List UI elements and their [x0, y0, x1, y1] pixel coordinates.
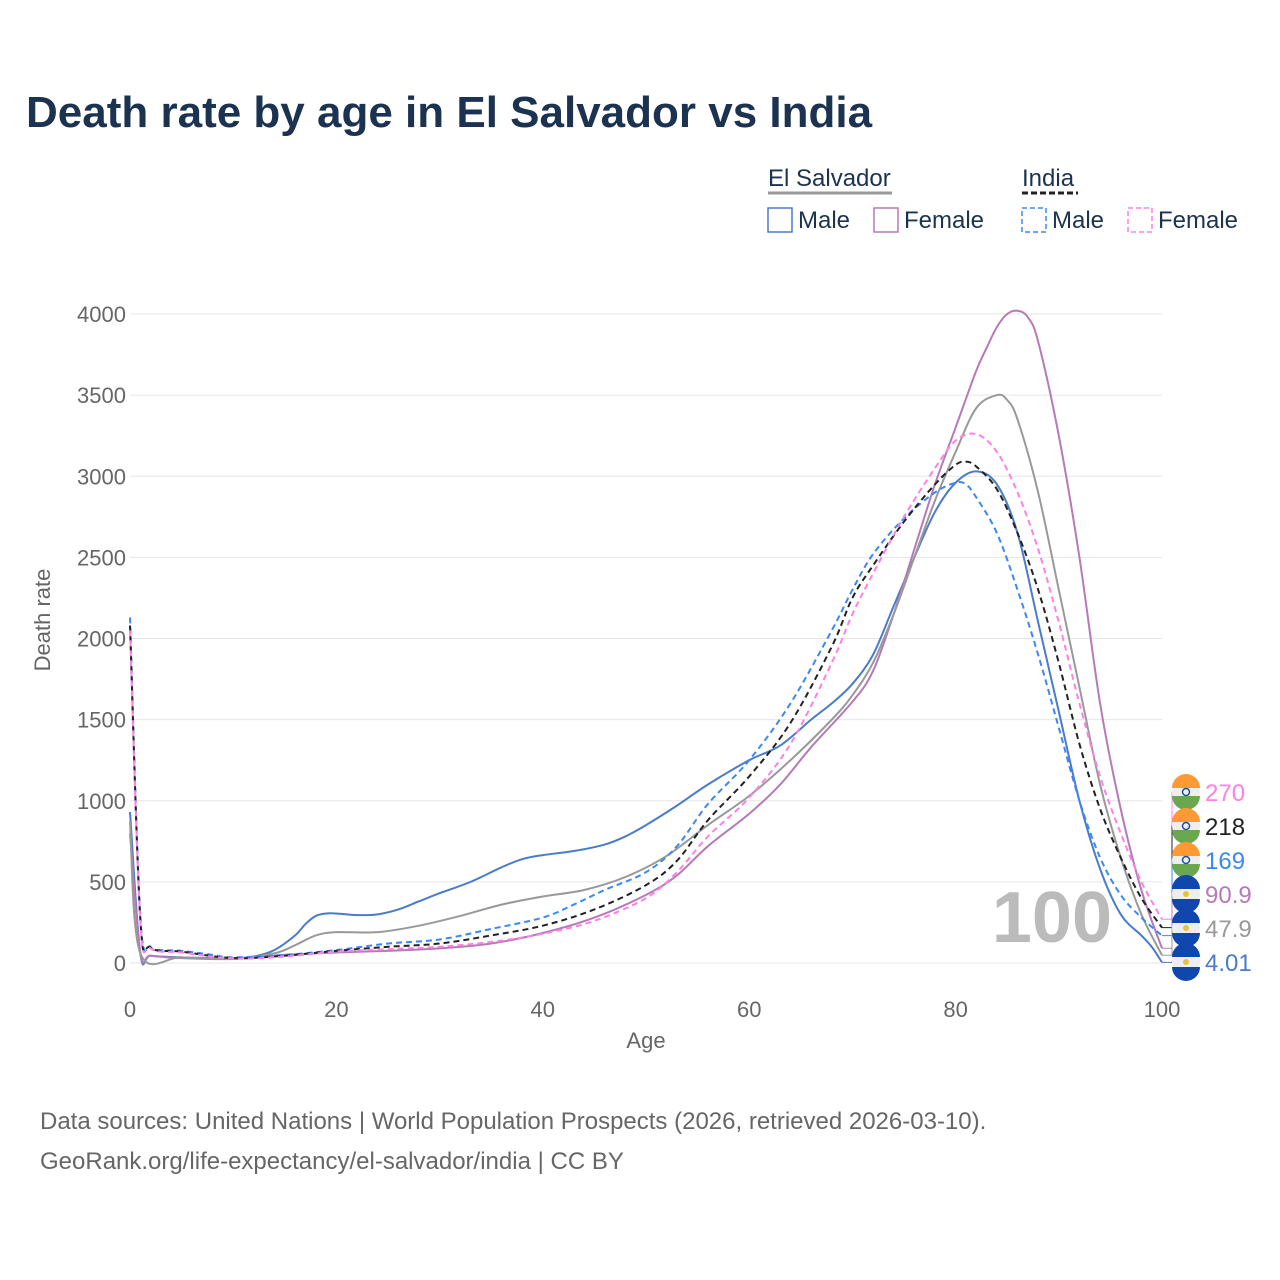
chakra-icon: [1181, 787, 1191, 797]
series-line-el-salvador: [129, 393, 1163, 966]
x-tick-label: 100: [1144, 997, 1181, 1022]
x-tick-label: 20: [324, 997, 348, 1022]
chakra-icon: [1181, 855, 1191, 865]
legend-swatch: [767, 207, 793, 233]
x-tick-label: 0: [124, 997, 136, 1022]
flag-band: [1172, 796, 1200, 810]
footer-sources: Data sources: United Nations | World Pop…: [40, 1108, 987, 1135]
end-value-label: 270: [1205, 780, 1245, 807]
age-annotation: 100: [992, 878, 1112, 958]
y-axis-label: Death rate: [30, 569, 55, 672]
x-tick-label: 40: [531, 997, 555, 1022]
flag-band: [1172, 864, 1200, 878]
legend-swatch: [1127, 207, 1153, 233]
x-axis-label: Age: [626, 1028, 665, 1053]
end-value-label: 169: [1205, 848, 1245, 875]
legend-item-india-female: Female: [1158, 207, 1238, 234]
series-line-india-female: [129, 432, 1163, 960]
y-tick-label: 1000: [77, 789, 126, 814]
chart-title: Death rate by age in El Salvador vs Indi…: [26, 88, 873, 137]
legend-swatch: [873, 207, 899, 233]
end-value-label: 4.01: [1205, 950, 1252, 977]
legend-item-india-male: Male: [1052, 207, 1104, 234]
emblem-icon: [1183, 891, 1189, 897]
end-value-label: 218: [1205, 814, 1245, 841]
flag-band: [1172, 808, 1200, 822]
y-tick-label: 0: [114, 951, 126, 976]
series-line-el-salvador-male: [129, 470, 1163, 966]
legend-item-el-salvador-male: Male: [798, 207, 850, 234]
flag-band: [1172, 899, 1200, 913]
flag-band: [1172, 943, 1200, 957]
y-tick-label: 3000: [77, 464, 126, 489]
flag-band: [1172, 830, 1200, 844]
y-tick-label: 4000: [77, 302, 126, 327]
series-line-india: [129, 460, 1163, 960]
x-tick-label: 60: [737, 997, 761, 1022]
y-tick-label: 3500: [77, 383, 126, 408]
end-value-label: 47.9: [1205, 916, 1252, 943]
y-tick-label: 2500: [77, 545, 126, 570]
flag-band: [1172, 875, 1200, 889]
legend-group-title: India: [1022, 165, 1075, 192]
legend-group-title: El Salvador: [768, 165, 891, 192]
emblem-icon: [1183, 925, 1189, 931]
y-tick-label: 500: [89, 870, 126, 895]
footer-link[interactable]: GeoRank.org/life-expectancy/el-salvador/…: [40, 1148, 624, 1175]
chakra-icon: [1181, 821, 1191, 831]
y-tick-label: 1500: [77, 708, 126, 733]
flag-band: [1172, 909, 1200, 923]
series-line-el-salvador-female: [129, 309, 1163, 964]
end-value-label: 90.9: [1205, 882, 1252, 909]
legend-swatch: [1021, 207, 1047, 233]
series-line-india-male: [129, 481, 1163, 959]
x-tick-label: 80: [943, 997, 967, 1022]
legend-item-el-salvador-female: Female: [904, 207, 984, 234]
flag-band: [1172, 774, 1200, 788]
y-tick-label: 2000: [77, 627, 126, 652]
flag-band: [1172, 967, 1200, 981]
flag-band: [1172, 842, 1200, 856]
label-connector: [1162, 825, 1176, 929]
emblem-icon: [1183, 959, 1189, 965]
flag-band: [1172, 933, 1200, 947]
